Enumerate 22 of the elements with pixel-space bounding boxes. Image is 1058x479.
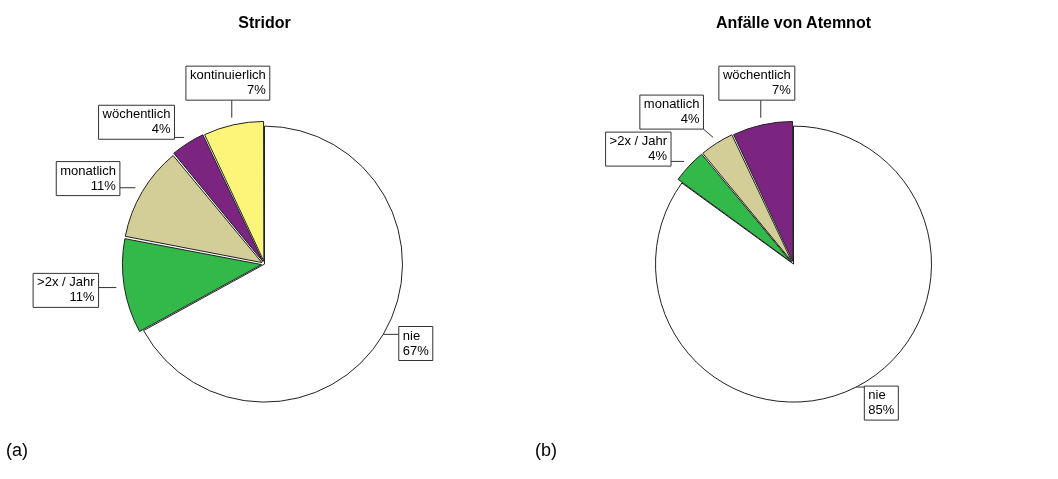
data-label: 7% xyxy=(247,82,267,98)
slice-label: monatlich xyxy=(643,96,700,112)
chart-title: Stridor xyxy=(238,14,291,32)
data-label: 85% xyxy=(868,402,895,418)
slice-label: nie xyxy=(868,387,886,403)
slice-label: >2x / Jahr xyxy=(609,133,668,149)
slice-label: wöchentlich xyxy=(721,67,791,83)
slice-label: wöchentlich xyxy=(101,106,171,122)
chart-title: Anfälle von Atemnot xyxy=(716,14,872,32)
data-label: 7% xyxy=(772,82,792,98)
slice-label: nie xyxy=(402,327,421,343)
slice-label: >2x / Jahr xyxy=(37,274,96,290)
text: (a) xyxy=(6,440,28,461)
slice-label: kontinuierlich xyxy=(189,67,266,83)
data-label: 11% xyxy=(69,289,96,305)
data-label: 67% xyxy=(402,342,430,358)
text: (b) xyxy=(535,440,557,461)
slice-label: monatlich xyxy=(60,162,116,178)
data-label: 4% xyxy=(151,121,171,137)
data-label: 11% xyxy=(90,177,117,193)
data-label: 4% xyxy=(648,148,668,164)
data-label: 4% xyxy=(680,111,700,127)
